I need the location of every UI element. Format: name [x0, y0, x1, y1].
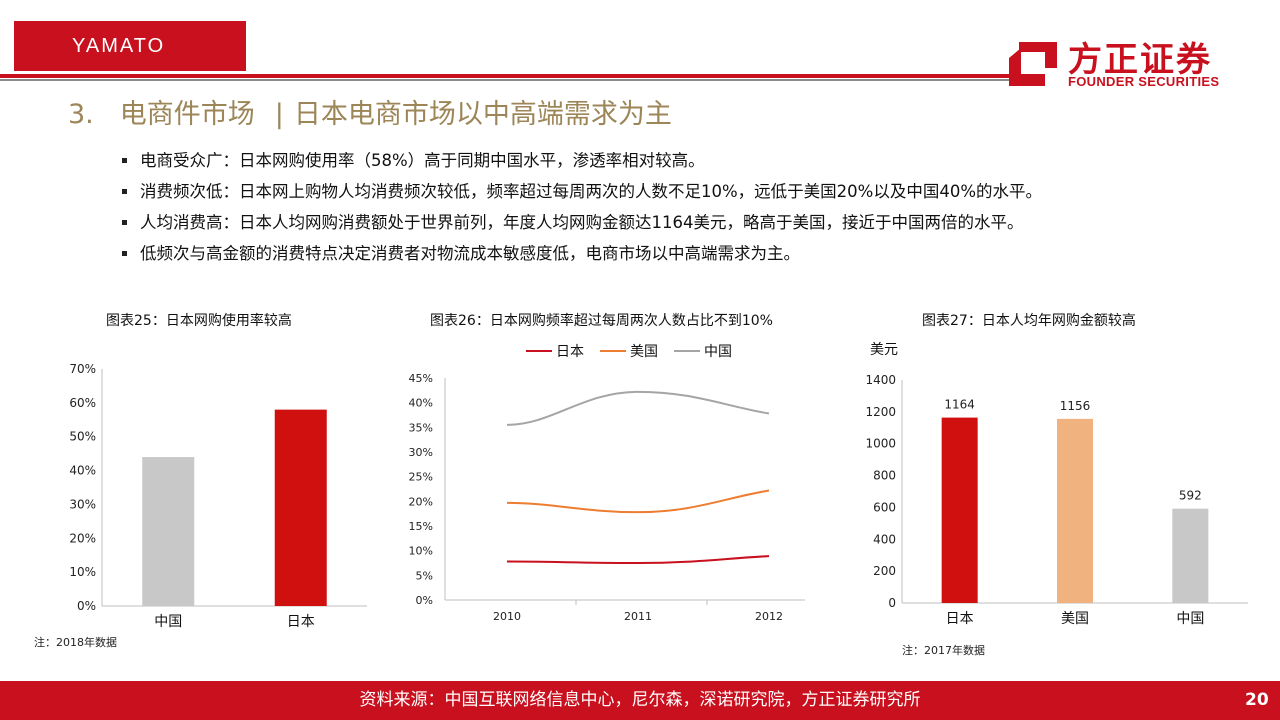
x-tick-label: 日本: [946, 611, 974, 627]
logo-icon: [1009, 42, 1057, 86]
y-tick-label: 45%: [409, 372, 433, 385]
y-tick-label: 15%: [409, 520, 433, 533]
bar: [274, 409, 327, 606]
y-tick-label: 10%: [409, 545, 433, 558]
bar: [1172, 508, 1209, 603]
page-title: 3. 电商件市场 | 日本电商市场以中高端需求为主: [68, 92, 672, 131]
bar: [142, 457, 195, 606]
y-tick-label: 35%: [409, 421, 433, 434]
bullet-item: 低频次与高金额的消费特点决定消费者对物流成本敏感度低，电商市场以中高端需求为主。: [120, 238, 1200, 269]
y-tick-label: 0%: [416, 594, 433, 607]
logo-text-cn: 方正证券: [1068, 40, 1212, 80]
x-tick-label: 中国: [154, 614, 182, 630]
chart-title-26: 图表26：日本网购频率超过每周两次人数占比不到10%: [430, 313, 773, 329]
page-subtitle: 日本电商市场以中高端需求为主: [293, 99, 672, 130]
logo-text-en: FOUNDER SECURITIES: [1068, 74, 1220, 89]
bar: [941, 417, 978, 603]
y-tick-label: 800: [873, 469, 896, 483]
y-tick-label: 30%: [69, 497, 96, 511]
y-tick-label: 60%: [69, 396, 96, 410]
series-line: [506, 489, 770, 514]
y-tick-label: 30%: [409, 446, 433, 459]
section-number: 3.: [68, 99, 94, 130]
y-tick-label: 20%: [409, 495, 433, 508]
y-tick-label: 40%: [69, 464, 96, 478]
y-tick-label: 400: [873, 532, 896, 546]
page-number: 20: [1245, 690, 1269, 710]
y-tick-label: 0: [888, 596, 896, 610]
y-tick-label: 1000: [865, 437, 896, 451]
bullet-item: 人均消费高：日本人均网购消费额处于世界前列，年度人均网购金额达1164美元，略高…: [120, 207, 1200, 238]
chart-frequency: 0% 5% 10% 15% 20% 25% 30% 35% 40% 45% 2010 2011 2012…: [409, 344, 805, 623]
y-tick-label: 10%: [69, 565, 96, 579]
y-tick-label: 0%: [77, 599, 96, 613]
chart-title-25: 图表25：日本网购使用率较高: [106, 313, 292, 329]
x-tick-label: 美国: [1061, 611, 1089, 627]
y-tick-label: 1400: [865, 373, 896, 387]
y-tick-label: 200: [873, 564, 896, 578]
y-tick-label: 40%: [409, 397, 433, 410]
footer-bar: [0, 681, 1280, 720]
x-tick-label: 2011: [624, 610, 652, 623]
y-tick-label: 600: [873, 500, 896, 514]
footer-source: 资料来源：中国互联网络信息中心，尼尔森，深诺研究院，方正证券研究所: [359, 690, 921, 710]
x-tick-label: 2012: [755, 610, 783, 623]
chart-spending: 0 200 400 600 800 1000 1200 1400 日本 1164 美国 1156 中国 5…: [865, 342, 1248, 627]
chart-title-27: 图表27：日本人均年网购金额较高: [922, 313, 1136, 329]
bullet-item: 消费频次低：日本网上购物人均消费频次较低，频率超过每周两次的人数不足10%，远低…: [120, 176, 1200, 207]
legend-label: 日本: [556, 344, 584, 360]
data-label: 1164: [944, 398, 975, 412]
legend-label: 中国: [704, 344, 732, 360]
bar: [1057, 418, 1093, 603]
header-rule-grey: [0, 79, 1010, 81]
y-tick-label: 5%: [416, 569, 433, 582]
x-tick-label: 中国: [1176, 611, 1204, 627]
series-line: [506, 390, 770, 426]
section-title: 电商件市场: [119, 99, 255, 130]
y-tick-label: 20%: [69, 531, 96, 545]
y-tick-label: 70%: [69, 362, 96, 376]
data-label: 592: [1179, 489, 1202, 503]
section-tag: YAMATO: [14, 21, 246, 71]
title-separator: |: [274, 99, 284, 130]
y-axis-label: 美元: [870, 342, 898, 358]
header-rule: [0, 74, 1010, 78]
legend-label: 美国: [630, 344, 658, 360]
series-line: [506, 555, 770, 565]
y-tick-label: 1200: [865, 405, 896, 419]
x-tick-label: 日本: [287, 614, 315, 630]
bullet-item: 电商受众广：日本网购使用率（58%）高于同期中国水平，渗透率相对较高。: [120, 145, 1200, 176]
y-tick-label: 25%: [409, 471, 433, 484]
chart-note-25: 注：2018年数据: [34, 636, 117, 649]
x-tick-label: 2010: [493, 610, 521, 623]
y-tick-label: 50%: [69, 430, 96, 444]
data-label: 1156: [1060, 399, 1091, 413]
bullet-list: 电商受众广：日本网购使用率（58%）高于同期中国水平，渗透率相对较高。 消费频次…: [120, 145, 1200, 269]
chart-usage-rate: 0% 10% 20% 30% 40% 50% 60% 70% 中国 日本: [69, 362, 367, 630]
chart-note-27: 注：2017年数据: [902, 644, 985, 657]
